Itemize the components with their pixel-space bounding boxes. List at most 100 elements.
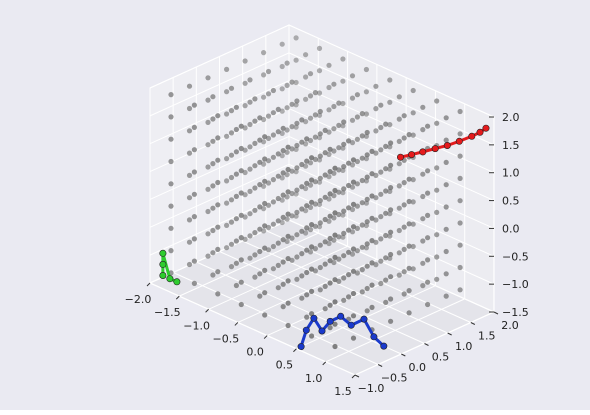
grid-point: [401, 246, 407, 252]
grid-point: [280, 125, 286, 131]
grid-point: [284, 127, 290, 133]
grid-point: [293, 79, 299, 86]
back-gridline: [288, 108, 495, 202]
grid-point: [340, 100, 346, 107]
grid-point: [359, 200, 365, 206]
grid-point: [387, 122, 393, 128]
grid-point: [233, 216, 239, 222]
grid-point: [341, 141, 347, 147]
grid-point: [322, 194, 328, 200]
trajectory-point-1: [443, 142, 451, 150]
grid-point: [309, 244, 315, 250]
grid-point: [242, 80, 248, 86]
grid-point: [383, 299, 389, 305]
grid-point: [238, 168, 244, 174]
grid-point: [224, 222, 230, 228]
grid-point: [341, 208, 347, 214]
grid-point: [363, 66, 369, 73]
grid-point: [457, 131, 463, 137]
grid-point: [359, 244, 365, 250]
z-tick-label: −0.5: [502, 250, 529, 263]
grid-point: [285, 278, 291, 284]
grid-point: [294, 254, 300, 260]
grid-point: [270, 243, 276, 250]
grid-point: [317, 264, 323, 271]
grid-point: [270, 199, 276, 205]
grid-point: [228, 108, 235, 114]
grid-point: [304, 158, 310, 164]
trajectory-point-2: [380, 342, 388, 350]
grid-point: [279, 63, 285, 70]
grid-point: [224, 156, 230, 162]
grid-point: [388, 207, 394, 213]
grid-point: [186, 150, 193, 156]
grid-point: [410, 177, 416, 183]
grid-point: [233, 171, 239, 177]
grid-point: [285, 189, 291, 195]
grid-point: [327, 280, 333, 286]
grid-point: [284, 82, 290, 88]
grid-point: [359, 111, 365, 117]
grid-point: [247, 99, 253, 105]
grid-point: [364, 129, 370, 136]
grid-point: [186, 217, 193, 223]
grid-point: [349, 95, 356, 101]
grid-point: [307, 71, 314, 77]
grid-point: [369, 282, 375, 288]
grid-point: [233, 149, 239, 155]
grid-point: [275, 195, 281, 202]
grid-point: [341, 119, 347, 125]
grid-point: [434, 209, 440, 215]
grid-point: [346, 160, 352, 166]
grid-point: [289, 79, 295, 85]
grid-point: [303, 74, 309, 80]
grid-point: [364, 196, 370, 202]
grid-point: [443, 226, 449, 232]
grid-point: [191, 258, 197, 264]
grid-point: [331, 103, 337, 110]
grid-point: [294, 187, 300, 193]
grid-point: [224, 245, 230, 251]
grid-point: [317, 108, 323, 115]
grid-point: [257, 159, 263, 165]
grid-point: [322, 306, 328, 312]
grid-point: [378, 258, 384, 264]
floor-gridline: [196, 261, 402, 355]
grid-point: [336, 145, 342, 151]
grid-point: [388, 274, 394, 280]
grid-point: [378, 280, 384, 287]
trajectory-point-2: [302, 326, 310, 334]
grid-point: [340, 78, 346, 84]
grid-point: [341, 164, 347, 170]
grid-point: [285, 144, 291, 150]
grid-point: [168, 181, 174, 187]
z-tick-label: 0.5: [502, 195, 520, 208]
grid-point: [410, 132, 416, 138]
grid-point: [257, 293, 263, 299]
grid-point: [210, 94, 216, 100]
x-axis-line: [149, 282, 356, 376]
grid-point: [410, 110, 416, 116]
grid-point: [309, 222, 315, 228]
trajectory-point-1: [468, 132, 476, 140]
grid-point: [242, 103, 248, 109]
grid-point: [186, 83, 193, 89]
grid-point: [378, 236, 384, 242]
grid-point: [327, 325, 333, 331]
floor-gridline: [219, 251, 425, 344]
grid-point: [304, 225, 310, 231]
grid-point: [191, 102, 197, 108]
y-tick-label: 1.0: [455, 340, 473, 353]
grid-point: [350, 224, 357, 230]
z-tick-label: 2.0: [502, 111, 520, 124]
grid-point: [285, 322, 291, 329]
grid-point: [359, 133, 365, 139]
grid-point: [205, 164, 211, 170]
grid-point: [406, 221, 412, 227]
grid-point: [443, 271, 449, 277]
grid-point: [215, 246, 221, 252]
grid-point: [317, 242, 323, 248]
grid-point: [341, 275, 347, 281]
grid-point: [312, 134, 318, 140]
z-tick-label: −1.0: [502, 278, 529, 291]
